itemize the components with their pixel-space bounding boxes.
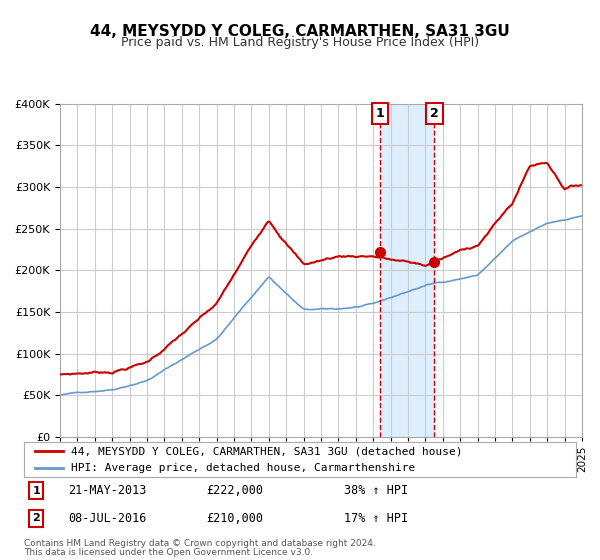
Text: 2: 2 [32, 514, 40, 524]
Text: 1: 1 [32, 486, 40, 496]
Text: 44, MEYSYDD Y COLEG, CARMARTHEN, SA31 3GU (detached house): 44, MEYSYDD Y COLEG, CARMARTHEN, SA31 3G… [71, 446, 463, 456]
Text: 21-MAY-2013: 21-MAY-2013 [68, 484, 146, 497]
Text: 44, MEYSYDD Y COLEG, CARMARTHEN, SA31 3GU: 44, MEYSYDD Y COLEG, CARMARTHEN, SA31 3G… [90, 24, 510, 39]
Text: Price paid vs. HM Land Registry's House Price Index (HPI): Price paid vs. HM Land Registry's House … [121, 36, 479, 49]
Text: Contains HM Land Registry data © Crown copyright and database right 2024.: Contains HM Land Registry data © Crown c… [24, 539, 376, 548]
Text: HPI: Average price, detached house, Carmarthenshire: HPI: Average price, detached house, Carm… [71, 463, 415, 473]
Text: 2: 2 [430, 107, 439, 120]
Text: 38% ↑ HPI: 38% ↑ HPI [344, 484, 408, 497]
Text: £210,000: £210,000 [206, 512, 263, 525]
Text: £222,000: £222,000 [206, 484, 263, 497]
Text: This data is licensed under the Open Government Licence v3.0.: This data is licensed under the Open Gov… [24, 548, 313, 557]
Text: 1: 1 [376, 107, 384, 120]
Bar [380, 104, 434, 437]
Text: 08-JUL-2016: 08-JUL-2016 [68, 512, 146, 525]
Text: 17% ↑ HPI: 17% ↑ HPI [344, 512, 408, 525]
